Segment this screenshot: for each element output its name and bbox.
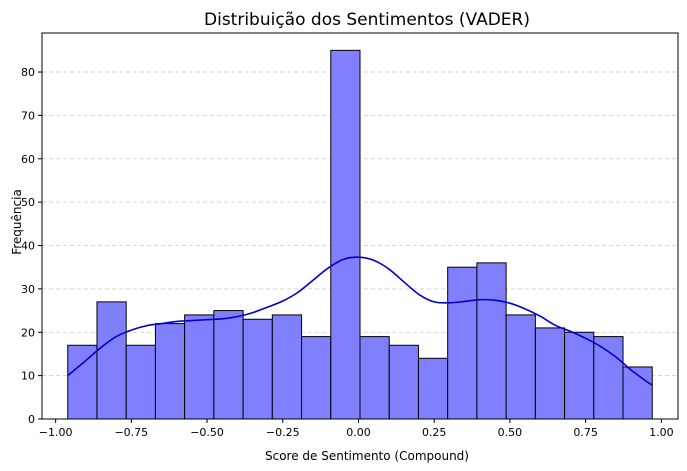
x-tick-label: 1.00 <box>649 426 674 439</box>
histogram-bar <box>388 344 419 420</box>
y-tick-label: 30 <box>21 283 35 296</box>
histogram-bar <box>154 323 186 420</box>
x-tick-label: −1.00 <box>39 426 73 439</box>
y-tick-label: 40 <box>21 240 35 253</box>
histogram-bar <box>301 336 332 420</box>
histogram-bar <box>184 314 215 420</box>
x-tick-label: 0.75 <box>573 426 598 439</box>
histogram-bar <box>564 331 595 420</box>
y-axis-ticks: 0 10 20 30 40 50 60 70 80 <box>21 66 42 426</box>
histogram-bar <box>271 314 303 420</box>
histogram-bar <box>67 344 98 420</box>
histogram-bar <box>476 262 507 420</box>
histogram-bars <box>67 49 653 420</box>
x-tick-label: −0.75 <box>114 426 148 439</box>
histogram-bar <box>534 327 566 420</box>
histogram-bar <box>417 357 449 420</box>
x-tick-label: 0.00 <box>346 426 371 439</box>
y-tick-label: 10 <box>21 370 35 383</box>
x-axis-label: Score de Sentimento (Compound) <box>265 449 469 463</box>
x-tick-label: −0.25 <box>266 426 300 439</box>
x-tick-label: 0.50 <box>498 426 523 439</box>
histogram-bar <box>125 344 156 420</box>
histogram-bar <box>96 301 127 420</box>
y-tick-label: 80 <box>21 66 35 79</box>
histogram-bar <box>213 310 244 420</box>
y-tick-label: 20 <box>21 326 35 339</box>
y-tick-label: 0 <box>28 413 35 426</box>
kde-curve <box>67 256 653 386</box>
y-axis-label: Frequência <box>10 189 24 255</box>
histogram-bar <box>593 336 624 420</box>
x-tick-label: −0.50 <box>190 426 224 439</box>
x-axis-ticks: −1.00 −0.75 −0.50 −0.25 0.00 0.25 0.50 0.75 1.00 <box>39 419 674 439</box>
histogram-bar <box>330 49 361 420</box>
x-tick-label: 0.25 <box>422 426 447 439</box>
y-tick-label: 60 <box>21 153 35 166</box>
chart-title: Distribuição dos Sentimentos (VADER) <box>204 10 530 30</box>
histogram-bar <box>242 318 273 420</box>
histogram-bar <box>359 336 390 420</box>
plot-frame <box>41 32 679 420</box>
y-tick-label: 70 <box>21 109 35 122</box>
histogram-bar <box>505 314 536 420</box>
histogram-bar <box>447 266 478 420</box>
y-tick-label: 50 <box>21 196 35 209</box>
